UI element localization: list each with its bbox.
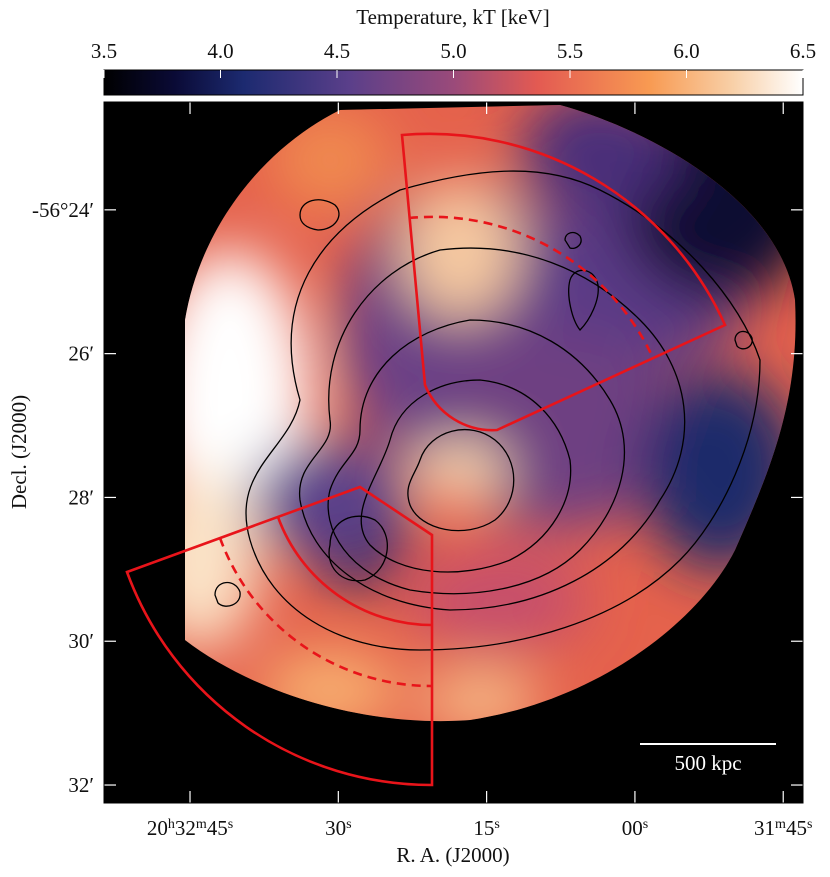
colorbar-tick-label: 4.0 — [207, 39, 233, 63]
x-tick-label: 00s — [622, 816, 648, 840]
colorbar-label: Temperature, kT [keV] — [356, 5, 549, 29]
colorbar-tick-label: 3.5 — [91, 39, 117, 63]
x-tick-label: 30s — [325, 816, 351, 840]
y-tick-label: 28′ — [68, 485, 94, 509]
y-tick-label: -56°24′ — [32, 198, 94, 222]
scale-bar-label: 500 kpc — [674, 751, 741, 775]
x-tick-label: 31m45s — [754, 816, 812, 840]
x-axis-label: R. A. (J2000) — [396, 843, 509, 867]
y-tick-label: 30′ — [68, 629, 94, 653]
colorbar-ticks: 3.5 4.0 4.5 5.0 5.5 6.0 6.5 — [91, 39, 816, 78]
colorbar-tick-label: 4.5 — [324, 39, 350, 63]
colorbar-tick-label: 6.0 — [673, 39, 699, 63]
colorbar-tick-label: 5.5 — [557, 39, 583, 63]
y-axis-label: Decl. (J2000) — [7, 395, 31, 509]
axis-ticks: 20h32m45s 30s 15s 00s 31m45s -56°24′ 26′ 28′ 30′… — [32, 102, 812, 840]
colorbar-tick-label: 6.5 — [790, 39, 816, 63]
y-tick-label: 32′ — [68, 773, 94, 797]
plot-frame — [103, 101, 804, 804]
colorbar-tick-label: 5.0 — [440, 39, 466, 63]
x-tick-label: 15s — [473, 816, 499, 840]
x-tick-label: 20h32m45s — [147, 816, 233, 840]
y-tick-label: 26′ — [68, 342, 94, 366]
